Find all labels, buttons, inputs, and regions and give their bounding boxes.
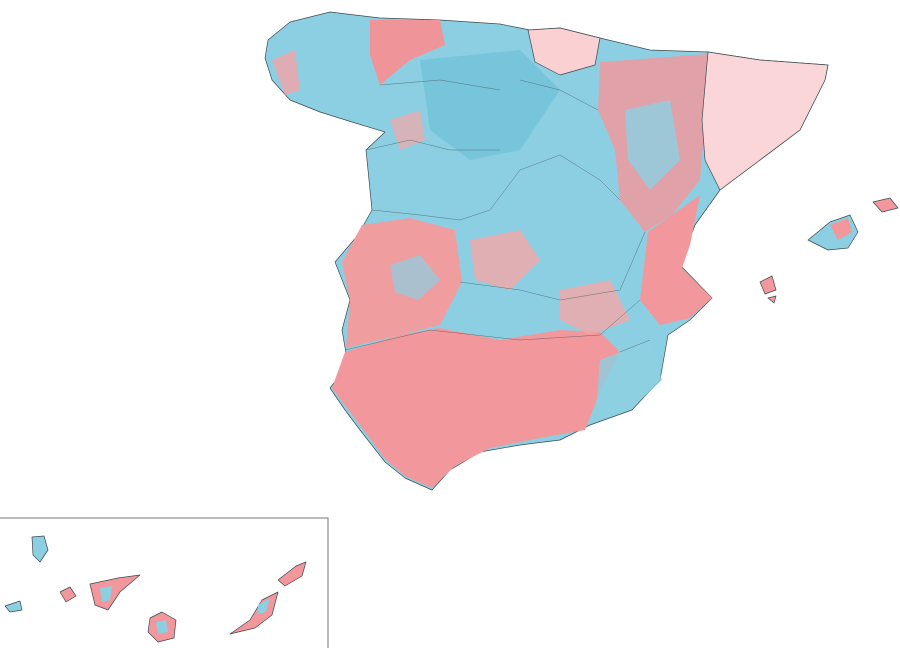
- formentera: [767, 295, 777, 304]
- cantabria-patch: [370, 20, 445, 85]
- el-hierro: [4, 600, 23, 613]
- la-palma: [31, 535, 49, 563]
- basque-region: [527, 27, 601, 76]
- valencia-region: [640, 195, 712, 325]
- tenerife: [89, 574, 141, 611]
- ibiza: [759, 275, 777, 295]
- inset-frame: [0, 517, 329, 648]
- andalusia-region: [332, 328, 620, 488]
- castile-leon-patch: [390, 110, 425, 150]
- castile-leon-patch-2: [420, 50, 560, 160]
- mallorca-patch: [830, 218, 852, 240]
- andalusia-east: [595, 340, 662, 420]
- aragon-patch: [625, 100, 680, 190]
- menorca: [872, 197, 899, 213]
- galicia-patch: [272, 50, 300, 95]
- extremadura-patch: [390, 255, 440, 300]
- castile-patch: [560, 280, 630, 335]
- la-gomera: [59, 586, 77, 603]
- castile-la-mancha-patch: [470, 230, 540, 290]
- catalonia-region: [701, 51, 829, 191]
- region-borders: [344, 79, 651, 353]
- lanzarote: [277, 561, 307, 587]
- tenerife-patch: [100, 586, 112, 602]
- fuerteventura: [229, 591, 279, 635]
- gran-canaria-patch: [156, 620, 168, 634]
- fuerteventura-patch: [258, 598, 270, 614]
